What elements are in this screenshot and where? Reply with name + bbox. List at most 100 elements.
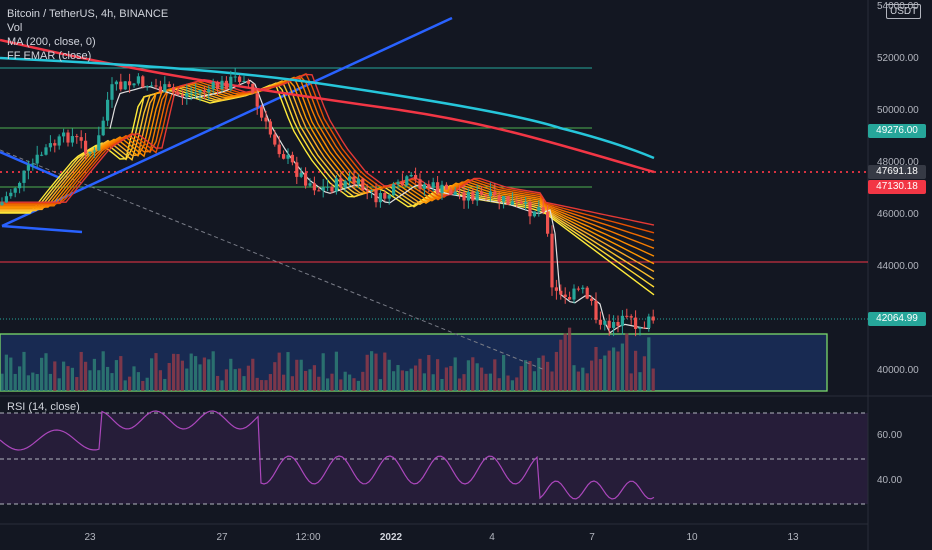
candle-body xyxy=(264,117,268,122)
rsi-tick: 60.00 xyxy=(877,430,903,441)
volume-bar xyxy=(44,353,48,391)
candle-body xyxy=(216,82,220,90)
candle-body xyxy=(158,86,162,92)
volume-bar xyxy=(458,378,462,391)
candle-body xyxy=(136,76,140,84)
legend-ma[interactable]: MA (200, close, 0) xyxy=(7,36,96,48)
time-tick: 10 xyxy=(686,532,698,543)
candle-body xyxy=(598,319,602,325)
volume-bar xyxy=(603,355,607,391)
legend-emar[interactable]: FF EMAR (close) xyxy=(7,50,92,62)
candle-body xyxy=(189,92,193,94)
volume-bar xyxy=(194,356,198,391)
volume-bar xyxy=(497,378,501,391)
volume-bar xyxy=(233,369,237,391)
volume-bar xyxy=(563,333,567,391)
candle-body xyxy=(317,190,321,192)
volume-bar xyxy=(431,374,435,391)
volume-bar xyxy=(348,374,352,391)
candle-body xyxy=(229,76,233,90)
volume-bar xyxy=(268,374,272,391)
volume-bar xyxy=(462,374,466,391)
candle-body xyxy=(396,181,400,185)
ribbon-line xyxy=(0,77,655,249)
legend-volume[interactable]: Vol xyxy=(7,22,23,34)
candle-body xyxy=(304,172,308,186)
volume-bar xyxy=(97,370,101,391)
candle-body xyxy=(603,320,607,325)
volume-bar xyxy=(524,360,528,391)
volume-bar xyxy=(576,371,580,391)
candle-body xyxy=(176,92,180,95)
volume-bar xyxy=(537,357,541,391)
volume-bar xyxy=(414,365,418,391)
currency-button[interactable]: USDT xyxy=(886,4,922,19)
candle-body xyxy=(594,300,598,320)
volume-bar xyxy=(365,354,369,391)
volume-bar xyxy=(220,380,224,391)
candle-body xyxy=(163,84,167,92)
volume-bar xyxy=(286,352,290,391)
candle-body xyxy=(246,80,250,84)
volume-bar xyxy=(92,358,96,391)
candle-body xyxy=(154,85,158,87)
candle-body xyxy=(343,181,347,188)
price-tick: 50000.00 xyxy=(877,105,919,116)
volume-bar xyxy=(163,378,167,391)
volume-bar xyxy=(383,352,387,391)
candle-body xyxy=(119,81,123,90)
teal-ma-line[interactable] xyxy=(0,56,655,160)
candle-body xyxy=(308,183,312,186)
candle-body xyxy=(348,176,352,182)
candle-body xyxy=(48,143,52,148)
volume-bar xyxy=(590,360,594,391)
candle-body xyxy=(110,84,114,100)
candle-body xyxy=(312,183,316,191)
legend-rsi[interactable]: RSI (14, close) xyxy=(7,401,80,413)
volume-bar xyxy=(229,358,233,391)
volume-bar xyxy=(519,366,523,391)
volume-bar xyxy=(22,351,26,391)
candle-body xyxy=(361,178,365,191)
volume-bar xyxy=(75,377,79,391)
volume-bar xyxy=(40,357,44,391)
volume-bar xyxy=(172,353,176,391)
candle-body xyxy=(220,80,224,90)
volume-bar xyxy=(57,378,61,391)
volume-bar xyxy=(528,361,532,391)
candle-body xyxy=(101,120,105,136)
candle-body xyxy=(502,196,506,202)
candle-body xyxy=(590,298,594,301)
blue-trendline-up[interactable] xyxy=(1,16,453,228)
time-tick: 4 xyxy=(489,532,495,543)
volume-bar xyxy=(260,380,264,391)
blue-trendline-lower[interactable] xyxy=(1,224,83,234)
volume-bar xyxy=(418,358,422,391)
volume-bar xyxy=(541,355,545,391)
candle-body xyxy=(326,186,330,188)
price-tag-ma200: 47130.18 xyxy=(868,180,926,194)
volume-bar xyxy=(84,361,88,391)
volume-bar xyxy=(387,359,391,391)
price-tag-hline: 47691.18 xyxy=(868,165,926,179)
volume-bar xyxy=(150,358,154,391)
candle-body xyxy=(484,194,488,196)
volume-bar xyxy=(211,351,215,391)
legend-symbol[interactable]: Bitcoin / TetherUS, 4h, BINANCE xyxy=(7,8,169,20)
volume-bar xyxy=(317,376,321,391)
volume-bar xyxy=(502,354,506,391)
volume-bar xyxy=(136,372,140,391)
candle-body xyxy=(66,132,70,143)
candle-body xyxy=(559,290,563,295)
ribbon-line xyxy=(0,75,655,242)
volume-bar xyxy=(400,370,404,391)
candle-body xyxy=(70,136,74,143)
candle-body xyxy=(629,316,633,318)
volume-bar xyxy=(559,339,563,391)
price-tag-last: 42064.99 xyxy=(868,312,926,326)
volume-bar xyxy=(480,367,484,391)
candle-body xyxy=(53,143,57,146)
candle-body xyxy=(493,191,497,196)
candle-body xyxy=(356,178,360,184)
